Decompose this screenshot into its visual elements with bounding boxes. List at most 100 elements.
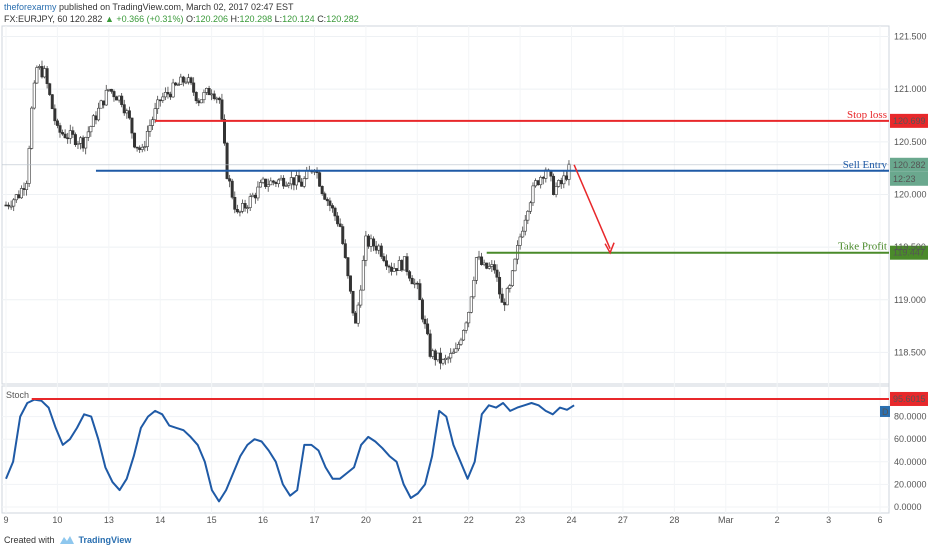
candle (359, 289, 363, 306)
candle (138, 147, 142, 150)
candle (318, 172, 322, 187)
candle (187, 77, 191, 83)
candle (45, 68, 49, 84)
last-price-badge: 120.282 (893, 160, 926, 170)
candle (397, 260, 401, 271)
candle (169, 93, 173, 98)
candle (261, 178, 265, 183)
candle (418, 283, 422, 301)
trade-levels: Stop loss Sell Entry Take Profit 120.699 120… (2, 109, 928, 260)
candle (456, 344, 460, 350)
candle (459, 339, 463, 345)
candle (27, 148, 31, 184)
close-label: C: (317, 14, 327, 24)
candle (274, 182, 278, 185)
candle (441, 359, 445, 364)
candle (487, 266, 491, 269)
tradingview-brand[interactable]: TradingView (78, 535, 132, 545)
candle (99, 100, 103, 109)
candle (292, 177, 296, 186)
candle (7, 204, 11, 207)
stoch-d-badge-bg (880, 405, 890, 417)
candle (127, 110, 131, 119)
candle (521, 230, 525, 238)
candle (356, 304, 360, 324)
candle (433, 350, 437, 361)
stoch-tick-label: 60.0000 (894, 434, 927, 444)
stoch-title: Stoch (6, 390, 29, 400)
candle (505, 288, 509, 306)
candle (53, 108, 57, 122)
countdown-badge-bg (890, 171, 928, 186)
candle (346, 257, 350, 277)
candle (402, 256, 406, 271)
candle (366, 235, 370, 247)
candle (390, 266, 394, 272)
price-tick-label: 121.500 (894, 32, 927, 42)
grid (2, 26, 889, 513)
candle (225, 142, 229, 179)
candle (223, 119, 227, 144)
candle (480, 256, 484, 265)
candle (197, 100, 201, 104)
price-tick-label: 120.500 (894, 137, 927, 147)
candle (158, 99, 162, 102)
time-tick-label: 16 (258, 515, 268, 525)
candle (130, 117, 134, 134)
candle (17, 194, 21, 199)
candle (413, 282, 417, 285)
candle (276, 179, 280, 185)
candle (338, 223, 342, 227)
candle (97, 107, 101, 121)
open-value: 120.206 (195, 14, 229, 24)
candle (143, 146, 147, 148)
candle (199, 99, 203, 104)
price-pane[interactable] (1, 25, 890, 385)
candle (523, 219, 527, 232)
candle (526, 210, 530, 221)
price-ticks: 121.500 121.000 120.500 120.000 119.500 119.0… (894, 32, 927, 358)
candle (50, 94, 54, 110)
candle (336, 215, 340, 225)
candle (228, 178, 232, 182)
stoch-level-badge-bg (890, 391, 928, 406)
candle (107, 88, 111, 91)
candle (431, 350, 435, 357)
candle (377, 245, 381, 251)
sell-entry-label: Sell Entry (843, 159, 888, 171)
price-tick-label: 121.000 (894, 84, 927, 94)
candle (513, 258, 517, 272)
candle (91, 115, 95, 127)
time-tick-label: 6 (877, 515, 882, 525)
candle (153, 108, 157, 121)
candle (428, 333, 432, 357)
candle (562, 175, 566, 185)
candle (122, 104, 126, 114)
candle (9, 205, 13, 208)
candle (426, 323, 430, 335)
candle (477, 256, 481, 259)
author-name[interactable]: theforexarmy (4, 2, 57, 12)
candle (4, 204, 8, 207)
stoch-pane[interactable] (1, 385, 890, 514)
candle (104, 89, 108, 106)
candle (534, 180, 538, 187)
candle (120, 95, 124, 105)
candle (240, 203, 244, 212)
candle (76, 143, 80, 145)
candle (253, 194, 257, 199)
candle (348, 275, 352, 292)
candle (372, 238, 376, 247)
candle (151, 119, 155, 126)
candle (238, 210, 242, 213)
candle (408, 271, 412, 279)
time-tick-label: 14 (155, 515, 165, 525)
candle (482, 262, 486, 265)
candle (230, 180, 234, 198)
stoch-tick-label: 0.0000 (894, 502, 922, 512)
candle (61, 132, 65, 135)
candle (89, 126, 93, 133)
candle (212, 93, 216, 99)
candle (384, 260, 388, 267)
